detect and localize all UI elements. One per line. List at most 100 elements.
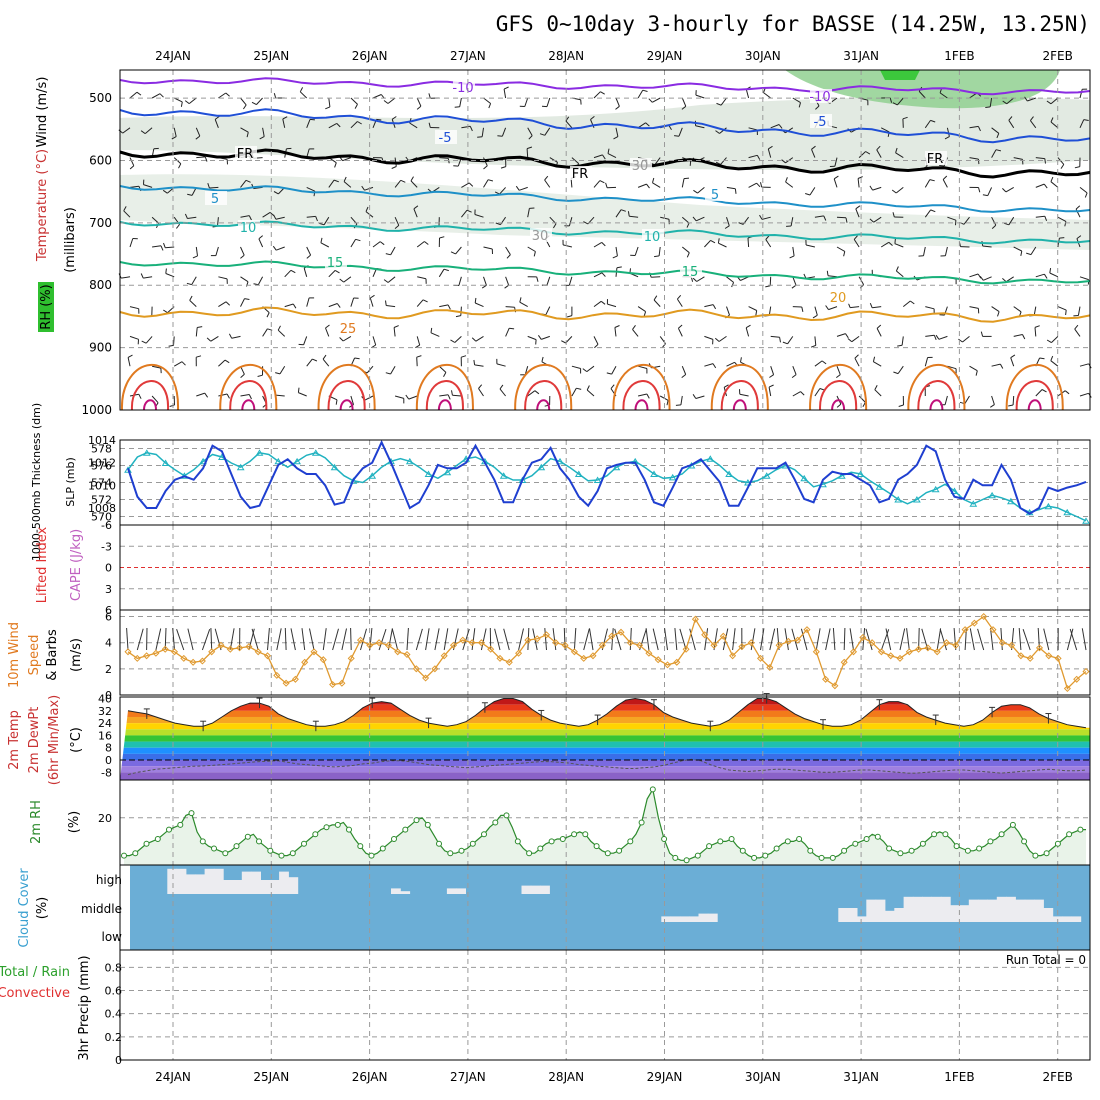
wind-barb: [505, 306, 515, 308]
wind-barb: [501, 127, 507, 137]
wind-speed-marker: [1035, 644, 1044, 652]
wind-barb: [500, 216, 507, 225]
wind-barb: [947, 216, 957, 221]
rh-marker: [706, 843, 713, 850]
wind-barb: [240, 276, 249, 283]
wind-barb: [969, 628, 975, 651]
wind-barb: [792, 276, 797, 286]
wind-barb: [653, 299, 661, 307]
rh-marker: [807, 847, 814, 854]
wind-barb: [720, 157, 727, 165]
wind-barb: [527, 246, 536, 252]
wind-barb: [196, 392, 205, 397]
wind-barb-flag: [845, 333, 849, 339]
wind-barb-flag: [400, 179, 406, 183]
wind-barb-flag: [481, 284, 487, 289]
wind-speed-marker: [273, 671, 281, 679]
rh-marker: [1009, 821, 1016, 828]
wind-speed-marker: [840, 658, 848, 666]
wind-barb: [325, 327, 330, 337]
wind-barb: [858, 395, 866, 403]
rh-marker: [638, 819, 645, 826]
contour-35-loop: [143, 399, 157, 411]
wind-barb: [527, 208, 530, 218]
wind-barb: [393, 327, 396, 337]
precip-axis-label: 3hr Precip (mm): [77, 955, 92, 1060]
wind-barb-flag: [292, 303, 297, 309]
wind-barb: [615, 127, 619, 137]
wind-barb-flag: [1041, 389, 1047, 393]
chart-title: GFS 0~10day 3-hourly for BASSE (14.25W, …: [496, 12, 1090, 36]
wind-barb: [676, 298, 683, 307]
wind-barb: [524, 97, 529, 107]
wind10m-label-2: Speed: [27, 635, 42, 676]
wind-barb-flag: [602, 154, 606, 160]
wind-barb-flag: [1030, 116, 1034, 121]
wind-barb: [680, 395, 683, 405]
wind-barb: [1030, 246, 1037, 255]
wind-barb: [369, 628, 373, 651]
wind-barb: [991, 306, 1000, 313]
wind-barb: [896, 270, 904, 278]
wind-barb-flag: [186, 282, 192, 286]
contour-label-bg: [205, 191, 227, 205]
wind-speed-marker: [236, 644, 244, 652]
wind-barb: [471, 628, 476, 651]
wind-barb-flag: [451, 390, 453, 396]
wind-barb-flag: [385, 372, 391, 375]
top-date-29JAN: 29JAN: [647, 49, 683, 63]
wind-barb: [438, 365, 447, 373]
wind-barb: [611, 628, 614, 651]
wind-barb: [474, 214, 484, 218]
wind-barb: [322, 358, 330, 367]
wind-barb: [651, 276, 661, 278]
wind-barb: [210, 627, 213, 651]
wind-barb: [1079, 119, 1085, 129]
wind-barb: [143, 184, 153, 188]
bottom-date-24JAN: 24JAN: [155, 1070, 191, 1084]
rh-marker: [1043, 850, 1050, 857]
wind-barb-flag: [343, 176, 347, 182]
wind-barb: [593, 300, 602, 308]
contour-10: [119, 220, 1091, 245]
wind-barb-flag: [654, 255, 660, 258]
wind-barb: [1049, 272, 1059, 278]
temp-band: [120, 747, 1090, 754]
temp-band: [120, 698, 1090, 705]
wind-barb: [372, 94, 382, 99]
contour-label: -10: [809, 90, 830, 105]
contour-25-loop: [1005, 364, 1064, 411]
wind-barb: [129, 157, 135, 166]
contour-25-loop: [317, 364, 376, 411]
wind-barb: [1069, 628, 1078, 651]
wind-barb: [851, 335, 860, 343]
wind-barb-flag: [354, 103, 358, 109]
wind-speed-marker: [143, 652, 151, 660]
wind-barb: [350, 97, 358, 105]
wind-barb-flag: [257, 374, 263, 377]
wind-speed-marker: [887, 652, 895, 660]
rh-label: RH (%): [39, 284, 54, 329]
wind-barb: [853, 239, 860, 248]
wind-barb-flag: [857, 176, 863, 179]
wind-barb-flag: [171, 136, 177, 140]
wind-barb-flag: [642, 89, 648, 92]
wind-barb: [704, 628, 709, 651]
wind-barb-flag: [781, 159, 786, 164]
wind-barb-flag: [898, 404, 904, 407]
wind-barb-flag: [499, 384, 504, 390]
wind-barb: [565, 336, 573, 344]
wind-barb: [165, 246, 175, 249]
wind-barb: [136, 628, 144, 651]
contour-25-loop: [612, 364, 671, 411]
thickness-marker: [424, 470, 433, 477]
wind-barb: [849, 628, 854, 651]
wind-speed-marker: [394, 648, 402, 656]
wind-barb-flag: [1074, 324, 1079, 330]
wind-barb: [770, 366, 775, 375]
thickness-marker: [913, 496, 921, 503]
wind-barb: [328, 179, 335, 188]
slp-tick-1008: 1008: [88, 502, 116, 515]
pressure-tick-600: 600: [89, 153, 112, 167]
wind-barb-flag: [889, 97, 893, 103]
